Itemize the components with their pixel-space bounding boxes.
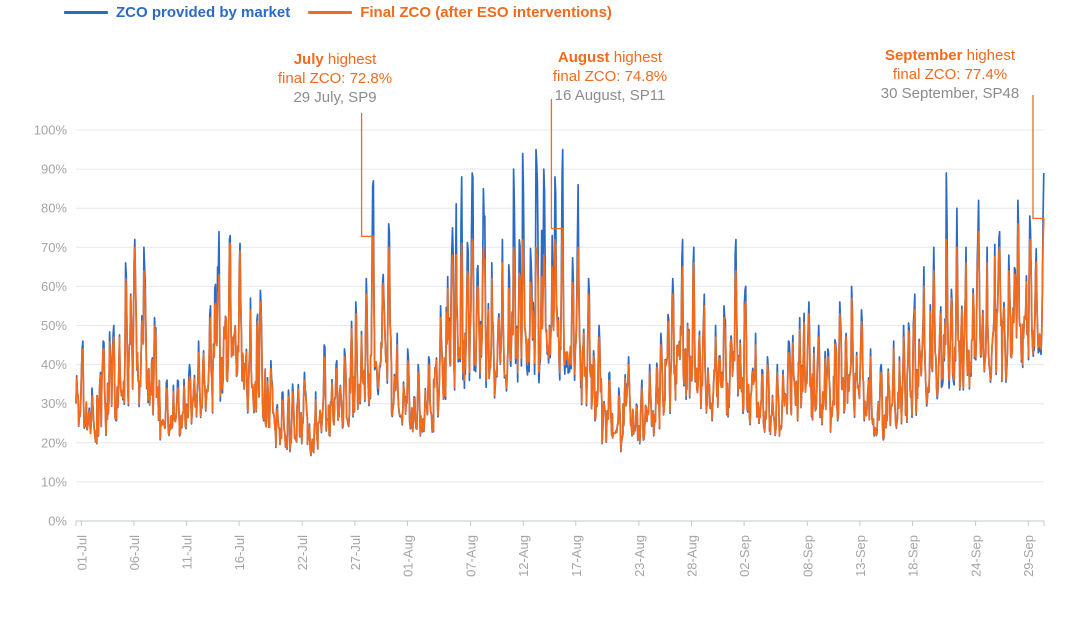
annotation-september-highest: September highest final ZCO: 77.4% 30 Se… xyxy=(838,46,1062,103)
annotation-title: July highest xyxy=(223,50,447,69)
svg-text:17-Aug: 17-Aug xyxy=(569,535,584,577)
svg-text:01-Jul: 01-Jul xyxy=(74,535,89,571)
svg-text:02-Sep: 02-Sep xyxy=(737,535,752,577)
legend-line-swatch-orange xyxy=(308,11,353,14)
svg-text:07-Aug: 07-Aug xyxy=(464,535,479,577)
svg-text:08-Sep: 08-Sep xyxy=(800,535,815,577)
svg-text:60%: 60% xyxy=(41,279,67,294)
svg-text:80%: 80% xyxy=(41,201,67,216)
svg-text:70%: 70% xyxy=(41,240,67,255)
svg-text:20%: 20% xyxy=(41,435,67,450)
annotation-august-highest: August highest final ZCO: 74.8% 16 Augus… xyxy=(498,48,722,105)
svg-text:22-Jul: 22-Jul xyxy=(295,535,310,571)
svg-text:24-Sep: 24-Sep xyxy=(969,535,984,577)
annotation-month: July xyxy=(293,51,324,68)
svg-text:13-Sep: 13-Sep xyxy=(853,535,868,577)
svg-text:0%: 0% xyxy=(48,514,67,529)
annotation-suffix: highest xyxy=(609,49,663,66)
chart-legend: ZCO provided by market Final ZCO (after … xyxy=(64,4,612,21)
svg-text:90%: 90% xyxy=(41,162,67,177)
annotation-title: September highest xyxy=(838,46,1062,65)
annotation-month: September xyxy=(884,47,963,64)
annotation-suffix: highest xyxy=(323,51,377,68)
svg-text:50%: 50% xyxy=(41,318,67,333)
svg-text:01-Aug: 01-Aug xyxy=(400,535,415,577)
legend-label-final-zco: Final ZCO (after ESO interventions) xyxy=(360,4,612,21)
svg-text:06-Jul: 06-Jul xyxy=(127,535,142,571)
legend-item-final-zco: Final ZCO (after ESO interventions) xyxy=(308,4,612,21)
annotation-value: final ZCO: 74.8% xyxy=(552,68,668,85)
annotation-date: 30 September, SP48 xyxy=(880,85,1020,102)
annotation-value: final ZCO: 72.8% xyxy=(277,70,393,87)
svg-text:40%: 40% xyxy=(41,357,67,372)
svg-text:27-Jul: 27-Jul xyxy=(348,535,363,571)
annotation-july-highest: July highest final ZCO: 72.8% 29 July, S… xyxy=(223,50,447,107)
svg-text:100%: 100% xyxy=(34,123,68,138)
annotation-month: August xyxy=(557,49,610,66)
svg-text:18-Sep: 18-Sep xyxy=(905,535,920,577)
svg-text:16-Jul: 16-Jul xyxy=(232,535,247,571)
svg-text:29-Sep: 29-Sep xyxy=(1021,535,1036,577)
annotation-value: final ZCO: 77.4% xyxy=(892,66,1008,83)
svg-text:30%: 30% xyxy=(41,396,67,411)
legend-line-swatch-blue xyxy=(64,11,108,14)
svg-text:23-Aug: 23-Aug xyxy=(632,535,647,577)
svg-text:10%: 10% xyxy=(41,474,67,489)
annotation-date: 29 July, SP9 xyxy=(293,89,377,106)
annotation-suffix: highest xyxy=(962,47,1016,64)
svg-text:12-Aug: 12-Aug xyxy=(516,535,531,577)
annotation-title: August highest xyxy=(498,48,722,67)
annotation-date: 16 August, SP11 xyxy=(554,87,666,104)
legend-item-market-zco: ZCO provided by market xyxy=(64,4,290,21)
legend-label-market-zco: ZCO provided by market xyxy=(116,4,291,21)
svg-text:28-Aug: 28-Aug xyxy=(685,535,700,577)
svg-text:11-Jul: 11-Jul xyxy=(179,535,194,570)
